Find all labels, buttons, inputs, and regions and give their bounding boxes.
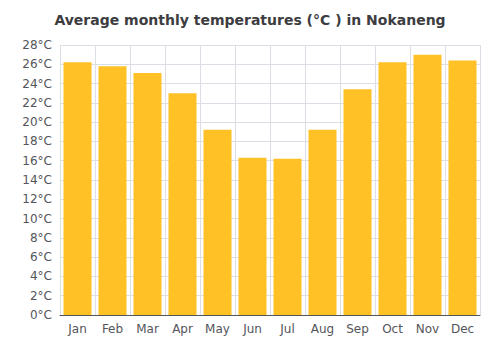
svg-text:12°C: 12°C — [22, 192, 52, 206]
svg-text:0°C: 0°C — [30, 308, 52, 322]
svg-text:Jan: Jan — [67, 322, 87, 336]
svg-text:Jun: Jun — [242, 322, 262, 336]
svg-text:2°C: 2°C — [30, 289, 52, 303]
svg-text:Apr: Apr — [172, 322, 193, 336]
svg-text:14°C: 14°C — [22, 173, 52, 187]
svg-text:Feb: Feb — [102, 322, 123, 336]
svg-text:20°C: 20°C — [22, 115, 52, 129]
svg-text:Mar: Mar — [136, 322, 159, 336]
svg-text:Sep: Sep — [346, 322, 369, 336]
svg-text:22°C: 22°C — [22, 96, 52, 110]
svg-text:16°C: 16°C — [22, 154, 52, 168]
svg-text:8°C: 8°C — [30, 231, 52, 245]
svg-text:26°C: 26°C — [22, 57, 52, 71]
svg-text:4°C: 4°C — [30, 269, 52, 283]
svg-text:May: May — [205, 322, 230, 336]
svg-text:Jul: Jul — [279, 322, 294, 336]
svg-text:28°C: 28°C — [22, 38, 52, 52]
svg-text:24°C: 24°C — [22, 77, 52, 91]
svg-text:6°C: 6°C — [30, 250, 52, 264]
svg-text:10°C: 10°C — [22, 212, 52, 226]
svg-text:Nov: Nov — [416, 322, 439, 336]
svg-text:Oct: Oct — [382, 322, 403, 336]
svg-text:Aug: Aug — [311, 322, 334, 336]
svg-text:18°C: 18°C — [22, 134, 52, 148]
svg-text:Dec: Dec — [451, 322, 474, 336]
svg-text:Average monthly temperatures (: Average monthly temperatures (°C ) in No… — [54, 12, 445, 28]
